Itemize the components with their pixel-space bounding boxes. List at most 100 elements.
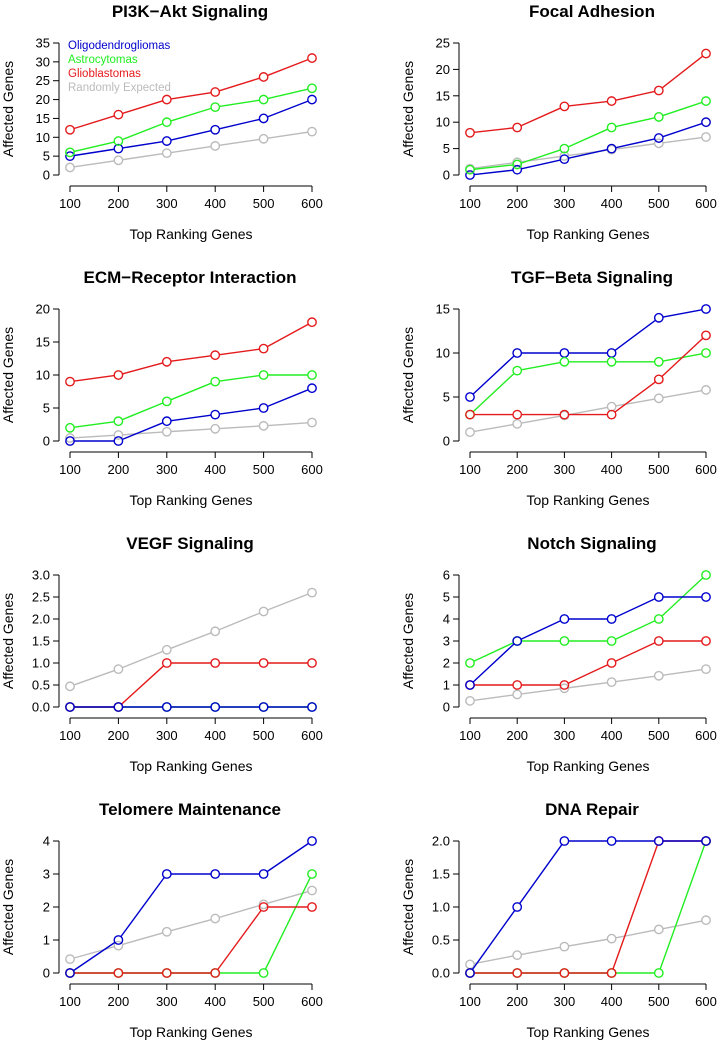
chart-title: Telomere Maintenance xyxy=(99,800,281,819)
data-point xyxy=(512,680,523,690)
data-point xyxy=(653,924,664,935)
x-tick-label: 200 xyxy=(108,728,130,743)
series-line-segment xyxy=(219,99,260,108)
data-point xyxy=(512,689,523,700)
data-point xyxy=(465,695,475,706)
data-point xyxy=(258,658,269,668)
series-line-segment xyxy=(521,946,561,956)
x-tick-label: 600 xyxy=(301,196,323,211)
series-line-segment xyxy=(662,669,702,676)
chart-panel: PI3K−Akt Signaling 0 5 10 15 20 25 30 35 Affected… xyxy=(0,2,323,242)
series-line-segment xyxy=(73,946,115,959)
x-tick-label: 500 xyxy=(253,994,275,1009)
series-line-segment xyxy=(267,58,309,77)
chart-panel: TGF−Beta Signaling 0 5 10 15 Affected Genes 10… xyxy=(400,268,717,508)
data-point xyxy=(653,670,664,681)
series-randomly-expected xyxy=(65,417,317,443)
y-axis-title: Affected Genes xyxy=(400,61,416,157)
data-point xyxy=(559,151,570,161)
series-line-segment xyxy=(521,688,561,695)
data-point xyxy=(65,436,75,446)
series-line-segment xyxy=(122,402,164,421)
series-line-segment xyxy=(567,128,609,148)
series-line-segment xyxy=(219,425,260,430)
series-line-segment xyxy=(520,149,561,164)
x-tick-label: 300 xyxy=(156,728,178,743)
series-glioblastomas xyxy=(465,330,711,420)
chart-title: PI3K−Akt Signaling xyxy=(112,2,268,21)
series-randomly-expected xyxy=(65,587,317,692)
series-line-segment xyxy=(615,117,655,128)
y-tick-label: 3 xyxy=(443,634,450,649)
x-tick-label: 200 xyxy=(506,994,528,1009)
x-tick-label: 100 xyxy=(459,994,481,1009)
y-tick-label: 0 xyxy=(443,434,450,449)
data-point xyxy=(65,433,75,443)
data-point xyxy=(307,869,317,879)
x-tick-label: 500 xyxy=(648,994,670,1009)
data-point xyxy=(210,968,221,978)
y-tick-label: 1.5 xyxy=(32,634,50,649)
series-oligodendrogliomas xyxy=(65,702,317,712)
y-tick-label: 20 xyxy=(36,92,50,107)
series-line-segment xyxy=(219,138,260,147)
data-point xyxy=(113,143,124,154)
series-glioblastomas xyxy=(65,658,317,712)
y-tick-label: 1.5 xyxy=(432,867,450,882)
series-line-segment xyxy=(473,642,514,662)
x-tick-label: 400 xyxy=(204,994,226,1009)
series-line-segment xyxy=(662,920,703,930)
y-axis-title: Affected Genes xyxy=(0,593,16,689)
series-astrocytomas xyxy=(465,570,711,668)
data-point xyxy=(606,122,617,133)
data-point xyxy=(210,658,221,668)
y-tick-label: 6 xyxy=(443,568,450,583)
series-line-segment xyxy=(567,664,609,684)
data-point xyxy=(653,85,664,96)
y-axis-title: Affected Genes xyxy=(400,593,416,689)
series-line-segment xyxy=(615,620,656,640)
series-line-segment xyxy=(219,348,260,356)
legend-entry: Glioblastomas xyxy=(68,68,141,80)
data-point xyxy=(210,141,221,151)
x-tick-label: 600 xyxy=(301,462,323,477)
y-tick-label: 1 xyxy=(43,933,50,948)
data-point xyxy=(512,365,523,376)
data-point xyxy=(701,348,711,358)
series-randomly-expected xyxy=(65,885,317,965)
y-tick-label: 2.0 xyxy=(432,834,450,849)
series-randomly-expected xyxy=(65,126,317,173)
data-point xyxy=(258,343,269,354)
data-point xyxy=(701,96,711,106)
x-tick-label: 600 xyxy=(695,196,717,211)
x-tick-label: 100 xyxy=(59,462,81,477)
series-line-segment xyxy=(266,323,309,348)
data-point xyxy=(258,113,269,124)
x-axis: 100 200 300 400 500 600 Top Ranking Genes xyxy=(459,717,717,774)
x-tick-label: 300 xyxy=(554,994,576,1009)
series-line-segment xyxy=(170,91,212,100)
data-point xyxy=(559,614,570,624)
y-axis-title: Affected Genes xyxy=(400,859,416,955)
series-astrocytomas xyxy=(465,96,711,175)
y-tick-label: 0.5 xyxy=(432,933,450,948)
series-randomly-expected xyxy=(465,915,711,970)
series-line-segment xyxy=(568,406,608,416)
data-point xyxy=(559,968,570,978)
data-point xyxy=(606,409,617,420)
series-line-segment xyxy=(219,118,260,130)
series-oligodendrogliomas xyxy=(465,117,711,180)
series-line-segment xyxy=(170,355,212,362)
series-line-segment xyxy=(122,123,164,141)
data-point xyxy=(465,427,475,438)
series-line-segment xyxy=(122,422,164,441)
x-tick-label: 100 xyxy=(459,462,481,477)
series-line-segment xyxy=(519,844,563,904)
data-point xyxy=(559,154,570,165)
data-point xyxy=(258,902,269,912)
data-point xyxy=(465,968,475,978)
x-axis-title: Top Ranking Genes xyxy=(130,226,253,242)
series-line-segment xyxy=(474,169,514,176)
data-point xyxy=(653,614,664,624)
